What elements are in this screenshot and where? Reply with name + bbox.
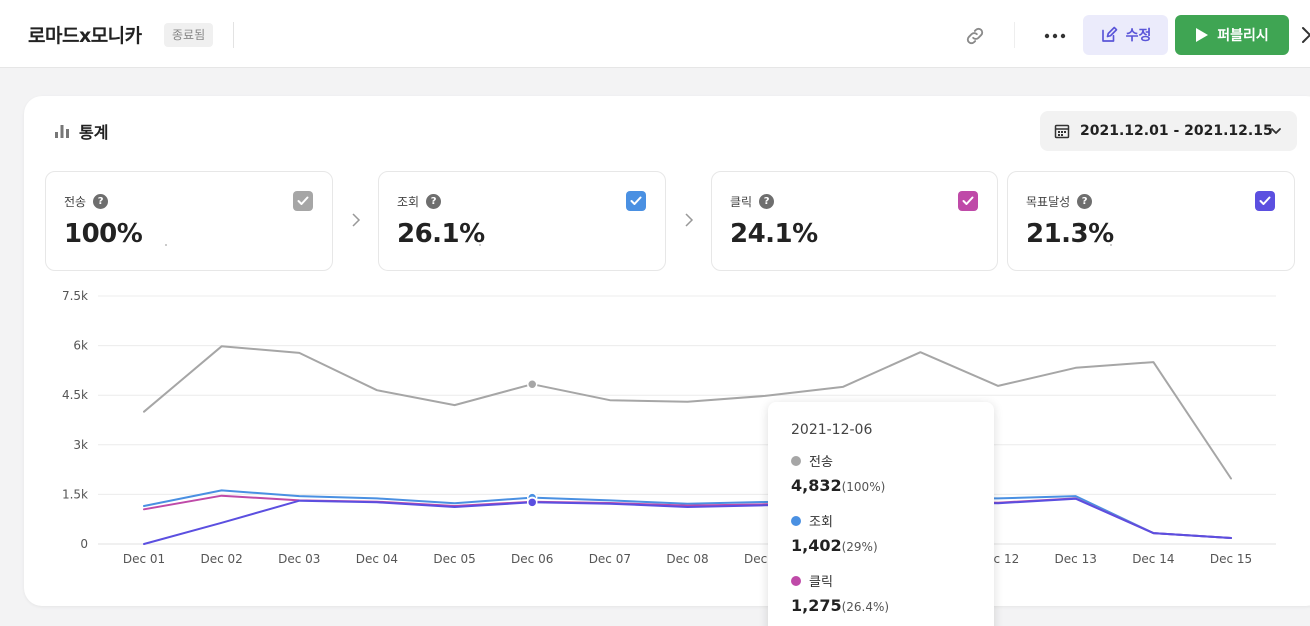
y-tick-label: 0 <box>80 537 88 551</box>
highlight-point <box>526 378 538 390</box>
x-tick-label: Dec 07 <box>589 552 631 566</box>
series-line <box>143 489 1232 539</box>
close-button[interactable] <box>1300 22 1310 48</box>
x-tick-label: Dec 04 <box>356 552 398 566</box>
tooltip-row: 클릭 1,275(26.4%) <box>791 571 889 615</box>
stat-label-text: 클릭 <box>730 195 753 209</box>
series-line <box>143 345 1232 480</box>
play-icon <box>1196 28 1209 42</box>
legend-dot <box>791 575 801 586</box>
stat-value: 21.3% <box>1026 219 1114 249</box>
check-icon <box>1259 196 1271 205</box>
close-icon <box>1302 27 1310 43</box>
series-line <box>143 494 1232 539</box>
dot-mark <box>479 244 481 246</box>
y-tick-label: 7.5k <box>62 290 88 303</box>
header-divider <box>1014 22 1015 48</box>
stat-label-text: 조회 <box>397 195 420 209</box>
bar-chart-icon <box>55 125 69 138</box>
series-toggle-checkbox[interactable] <box>1255 191 1275 211</box>
help-icon[interactable]: ? <box>93 194 109 209</box>
date-range-picker[interactable]: 2021.12.01 - 2021.12.15 <box>1040 111 1297 151</box>
tooltip-series-name: 클릭 <box>809 575 833 590</box>
edit-button-label: 수정 <box>1125 28 1152 44</box>
calendar-icon <box>1054 124 1070 139</box>
tooltip-series-name: 전송 <box>809 455 833 470</box>
tooltip-row: 조회 1,402(29%) <box>791 511 878 555</box>
more-options-button[interactable] <box>1040 22 1070 50</box>
tooltip-series-name: 조회 <box>809 515 833 530</box>
stat-label-text: 전송 <box>64 195 87 209</box>
x-tick-label: Dec 14 <box>1132 552 1174 566</box>
legend-dot <box>791 515 801 526</box>
stat-card-sent[interactable]: 전송 ? 100% <box>45 171 333 271</box>
x-tick-label: Dec 02 <box>200 552 242 566</box>
x-tick-label: Dec 15 <box>1210 552 1252 566</box>
tooltip-value: 1,275 <box>791 596 842 615</box>
stat-label: 조회 ? <box>397 193 442 210</box>
tooltip-percent: (26.4%) <box>841 600 890 614</box>
check-icon <box>630 196 642 205</box>
x-tick-label: Dec 03 <box>278 552 320 566</box>
x-tick-label: Dec 06 <box>511 552 553 566</box>
stat-value: 100% <box>64 219 143 249</box>
top-bar: 로마드x모니카 종료됨 수정 퍼블리시 <box>0 0 1310 68</box>
chevron-right-icon <box>685 213 694 227</box>
link-icon <box>966 27 984 45</box>
legend-dot <box>791 455 801 466</box>
chart-tooltip: 2021-12-06 전송 4,832(100%) 조회 1,402(29%) … <box>768 402 994 626</box>
dot-mark <box>1110 244 1112 246</box>
edit-icon <box>1101 26 1117 42</box>
chevron-right-icon <box>352 213 361 227</box>
dot-mark <box>165 244 167 246</box>
check-icon <box>962 196 974 205</box>
copy-link-button[interactable] <box>962 24 988 48</box>
tooltip-row: 전송 4,832(100%) <box>791 451 885 495</box>
stat-card-click[interactable]: 클릭 ? 24.1% <box>711 171 998 271</box>
status-badge: 종료됨 <box>164 23 214 47</box>
stat-label-text: 목표달성 <box>1026 195 1071 209</box>
series-line <box>143 497 1232 545</box>
y-tick-label: 6k <box>73 339 88 353</box>
tooltip-percent: (100%) <box>841 480 886 494</box>
check-icon <box>297 196 309 205</box>
help-icon[interactable]: ? <box>426 194 442 209</box>
tooltip-value: 4,832 <box>791 476 842 495</box>
statistics-title: 통계 <box>79 123 109 142</box>
tooltip-value: 1,402 <box>791 536 842 555</box>
tooltip-percent: (29%) <box>841 540 878 554</box>
x-tick-label: Dec 08 <box>666 552 708 566</box>
edit-button[interactable]: 수정 <box>1083 15 1168 55</box>
tooltip-date: 2021-12-06 <box>791 422 873 438</box>
line-chart[interactable]: 0 1.5k 3k 4.5k 6k 7.5k Dec 01 Dec 02 Dec 03 Dec 0… <box>56 290 1296 580</box>
title-divider <box>233 22 234 48</box>
y-tick-label: 1.5k <box>62 487 88 501</box>
series-toggle-checkbox[interactable] <box>293 191 313 211</box>
help-icon[interactable]: ? <box>1077 194 1093 209</box>
stat-card-view[interactable]: 조회 ? 26.1% <box>378 171 666 271</box>
stat-label: 클릭 ? <box>730 193 775 210</box>
y-tick-label: 3k <box>73 438 88 452</box>
x-tick-label: Dec 05 <box>433 552 475 566</box>
stat-card-goal[interactable]: 목표달성 ? 21.3% <box>1007 171 1295 271</box>
help-icon[interactable]: ? <box>759 194 775 209</box>
stat-label: 전송 ? <box>64 193 109 210</box>
x-tick-label: Dec 13 <box>1055 552 1097 566</box>
series-toggle-checkbox[interactable] <box>958 191 978 211</box>
highlight-point <box>526 497 538 508</box>
stat-value: 24.1% <box>730 219 818 249</box>
publish-button[interactable]: 퍼블리시 <box>1175 15 1289 55</box>
statistics-section-title: 통계 <box>54 119 108 143</box>
more-dots-icon <box>1044 33 1066 39</box>
stat-label: 목표달성 ? <box>1026 193 1093 210</box>
stat-value: 26.1% <box>397 219 485 249</box>
series-toggle-checkbox[interactable] <box>626 191 646 211</box>
publish-button-label: 퍼블리시 <box>1217 28 1269 44</box>
y-tick-label: 4.5k <box>62 388 88 402</box>
date-range-value: 2021.12.01 - 2021.12.15 <box>1080 123 1273 139</box>
campaign-title: 로마드x모니카 <box>28 25 142 47</box>
x-tick-label: Dec 01 <box>123 552 165 566</box>
chevron-down-icon <box>1271 128 1281 134</box>
